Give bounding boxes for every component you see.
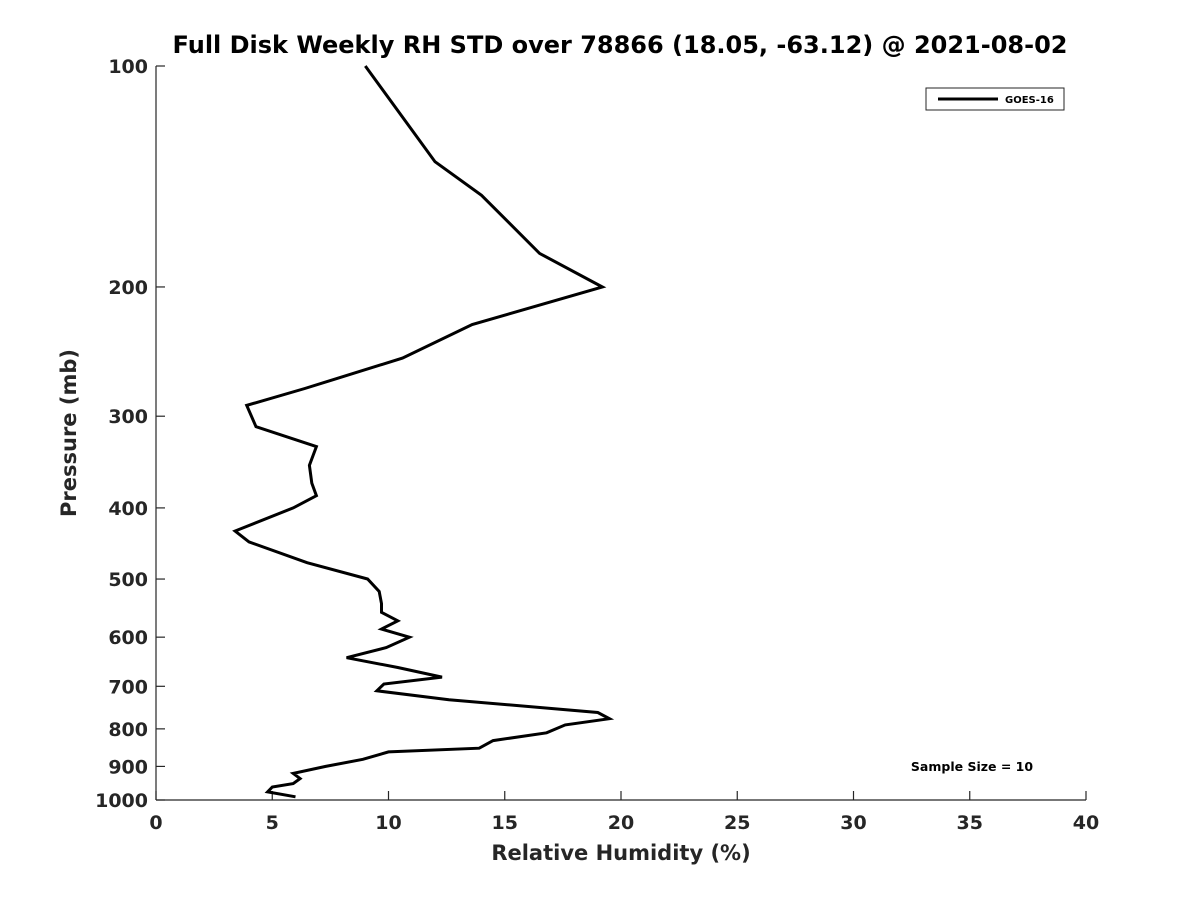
y-tick-label: 500 bbox=[108, 569, 148, 591]
legend: GOES-16 bbox=[925, 87, 1065, 111]
y-axis-ticks: 100 200 300 400 500 600 700 800 900 1000 bbox=[95, 56, 165, 812]
sample-size-annotation: Sample Size = 10 bbox=[911, 759, 1033, 774]
y-tick-label: 700 bbox=[108, 676, 148, 698]
x-tick-label: 35 bbox=[957, 812, 983, 834]
x-axis-label: Relative Humidity (%) bbox=[491, 841, 750, 865]
x-tick-label: 20 bbox=[608, 812, 634, 834]
legend-label-goes-16: GOES-16 bbox=[1005, 95, 1054, 106]
y-tick-label: 100 bbox=[108, 56, 148, 78]
x-tick-label: 40 bbox=[1073, 812, 1099, 834]
y-tick-label: 1000 bbox=[95, 790, 148, 812]
x-tick-label: 30 bbox=[840, 812, 866, 834]
y-tick-label: 300 bbox=[108, 406, 148, 428]
x-axis-ticks: 0 5 10 15 20 25 30 35 40 bbox=[149, 791, 1099, 834]
series-layer bbox=[232, 65, 615, 799]
y-tick-label: 900 bbox=[108, 756, 148, 778]
x-tick-label: 0 bbox=[149, 812, 162, 834]
x-tick-label: 25 bbox=[724, 812, 750, 834]
y-axis-label: Pressure (mb) bbox=[57, 349, 81, 517]
x-tick-label: 10 bbox=[375, 812, 401, 834]
y-tick-label: 400 bbox=[108, 498, 148, 520]
chart-title: Full Disk Weekly RH STD over 78866 (18.0… bbox=[173, 31, 1068, 59]
y-tick-label: 800 bbox=[108, 719, 148, 741]
x-tick-label: 15 bbox=[492, 812, 518, 834]
series-line-goes-16 bbox=[232, 65, 615, 799]
y-tick-label: 600 bbox=[108, 627, 148, 649]
y-tick-label: 200 bbox=[108, 277, 148, 299]
x-tick-label: 5 bbox=[266, 812, 279, 834]
